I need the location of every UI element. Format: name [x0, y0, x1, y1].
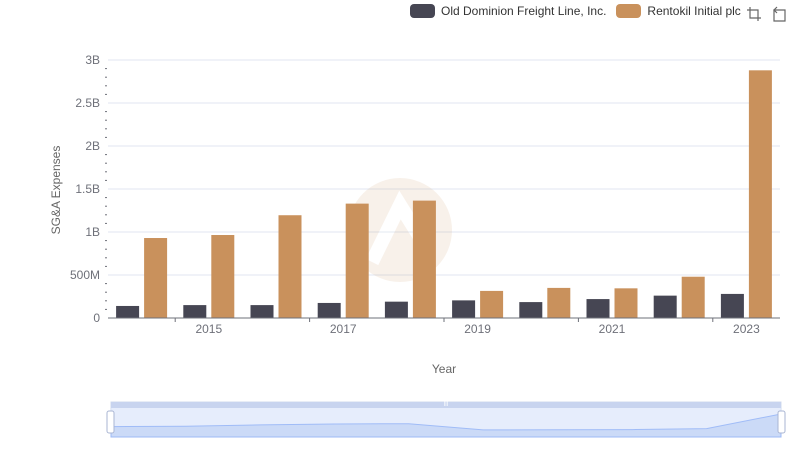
y-axis-ticks: 0 500M 1B 1.5B 2B 2.5B 3B: [70, 53, 107, 325]
legend-label-old-dominion: Old Dominion Freight Line, Inc.: [441, 4, 607, 18]
bar-old-dominion-2023: [720, 293, 744, 318]
legend-item-rentokil[interactable]: Rentokil Initial plc: [616, 4, 741, 18]
y-tick-label: 2B: [85, 139, 100, 153]
bar-old-dominion-2015: [183, 305, 207, 318]
bar-rentokil-2019: [480, 290, 504, 318]
bar-old-dominion-2019: [452, 300, 476, 318]
y-tick-label: 0: [93, 311, 100, 325]
x-axis-label: Year: [431, 362, 457, 376]
y-tick-label: 1B: [85, 225, 100, 239]
y-tick-label: 1.5B: [75, 182, 100, 196]
bar-rentokil-2020: [547, 287, 571, 318]
y-axis-label: SG&A Expenses: [49, 145, 63, 235]
bar-old-dominion-2017: [317, 302, 341, 318]
legend-swatch-old-dominion: [410, 4, 435, 18]
y-tick-label: 500M: [70, 268, 100, 282]
restore-icon[interactable]: [772, 6, 788, 22]
svg-text:III: III: [443, 402, 448, 408]
bar-old-dominion-2022: [653, 295, 677, 318]
bars: [116, 70, 772, 318]
x-tick-label: 2023: [733, 322, 760, 336]
legend-swatch-rentokil: [616, 4, 642, 18]
bar-rentokil-2014: [144, 238, 168, 318]
x-tick-label: 2017: [330, 322, 357, 336]
legend-label-rentokil: Rentokil Initial plc: [647, 4, 741, 18]
bar-rentokil-2022: [681, 276, 705, 318]
x-tick-label: 2015: [195, 322, 222, 336]
data-zoom-right-handle[interactable]: [777, 410, 786, 434]
bar-rentokil-2016: [278, 215, 302, 318]
toolbox: [746, 6, 798, 22]
bar-rentokil-2023: [748, 70, 772, 318]
data-zoom-slider[interactable]: III: [106, 401, 786, 438]
gridlines: [108, 59, 780, 276]
bar-rentokil-2018: [412, 200, 436, 318]
bar-rentokil-2017: [345, 203, 369, 318]
x-tick-label: 2021: [599, 322, 626, 336]
data-zoom-left-handle[interactable]: [106, 410, 115, 434]
x-axis-ticks: 2015 2017 2019 2021 2023: [174, 318, 760, 336]
legend: Old Dominion Freight Line, Inc. Rentokil…: [410, 4, 751, 18]
y-tick-label: 3B: [85, 53, 100, 67]
x-tick-label: 2019: [464, 322, 491, 336]
legend-item-old-dominion[interactable]: Old Dominion Freight Line, Inc.: [410, 4, 606, 18]
bar-old-dominion-2021: [586, 299, 610, 318]
y-tick-label: 2.5B: [75, 96, 100, 110]
bar-old-dominion-2018: [384, 301, 408, 318]
bar-rentokil-2021: [614, 288, 638, 318]
zoom-icon[interactable]: [746, 6, 762, 22]
bar-old-dominion-2020: [519, 302, 543, 318]
bar-old-dominion-2016: [250, 305, 274, 318]
bar-rentokil-2015: [211, 235, 235, 318]
bar-old-dominion-2014: [116, 305, 140, 318]
